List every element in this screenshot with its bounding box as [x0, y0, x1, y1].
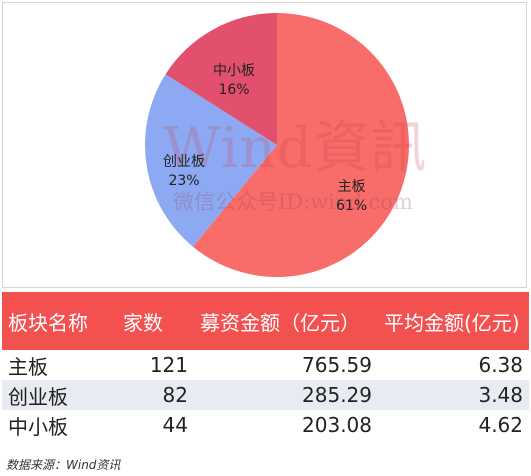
slice-name: 中小板 [213, 63, 255, 79]
header-board-name: 板块名称 [2, 292, 117, 350]
cell-average-amount: 4.62 [478, 413, 523, 437]
cell-board-name: 中小板 [8, 414, 68, 439]
table-row: 主板 121 765.59 6.38 [2, 350, 529, 380]
cell-average-amount: 3.48 [378, 380, 529, 410]
cell-count: 121 [149, 353, 188, 377]
pie-slice-1 [145, 74, 277, 247]
header-average-amount: 平均金额(亿元) [378, 292, 529, 350]
cell-average-amount: 6.38 [478, 353, 523, 377]
ipo-board-table: 板块名称 家数 募资金额（亿元） 平均金额(亿元) 主板 121 765.59 … [2, 292, 529, 440]
cell-count: 44 [162, 413, 188, 437]
cell-board-name: 创业板 [2, 380, 117, 410]
slice-percent: 16% [218, 82, 250, 98]
watermark-wechat-id: 微信公众号ID:wind.com [173, 190, 413, 214]
slice-label-sme-board: 中小板 16% [213, 62, 255, 100]
header-count: 家数 [117, 292, 194, 350]
pie-chart-panel: Wind資訊 微信公众号ID:wind.com 主板 61% 创业板 23% 中… [2, 2, 527, 288]
cell-raised-amount: 285.29 [194, 380, 378, 410]
cell-board-name: 主板 [8, 354, 48, 379]
slice-percent: 61% [336, 198, 368, 214]
table-row: 创业板 82 285.29 3.48 [2, 380, 529, 410]
data-source-note: 数据来源：Wind资讯 [6, 458, 121, 472]
slice-label-main-board: 主板 61% [336, 178, 367, 216]
pie-slice-2 [165, 13, 277, 145]
slice-label-chinext: 创业板 23% [163, 153, 205, 191]
pie-chart [145, 13, 410, 277]
header-raised-amount: 募资金额（亿元） [194, 292, 378, 350]
cell-raised-amount: 203.08 [302, 413, 372, 437]
pie-slice-0 [192, 13, 410, 277]
table-row: 中小板 44 203.08 4.62 [2, 410, 529, 440]
slice-name: 主板 [337, 179, 366, 195]
table-header-row: 板块名称 家数 募资金额（亿元） 平均金额(亿元) [2, 292, 529, 350]
cell-count: 82 [117, 380, 194, 410]
watermark-logo: Wind資訊 [163, 116, 428, 181]
cell-raised-amount: 765.59 [302, 353, 372, 377]
slice-percent: 23% [168, 173, 200, 189]
slice-name: 创业板 [163, 154, 205, 170]
